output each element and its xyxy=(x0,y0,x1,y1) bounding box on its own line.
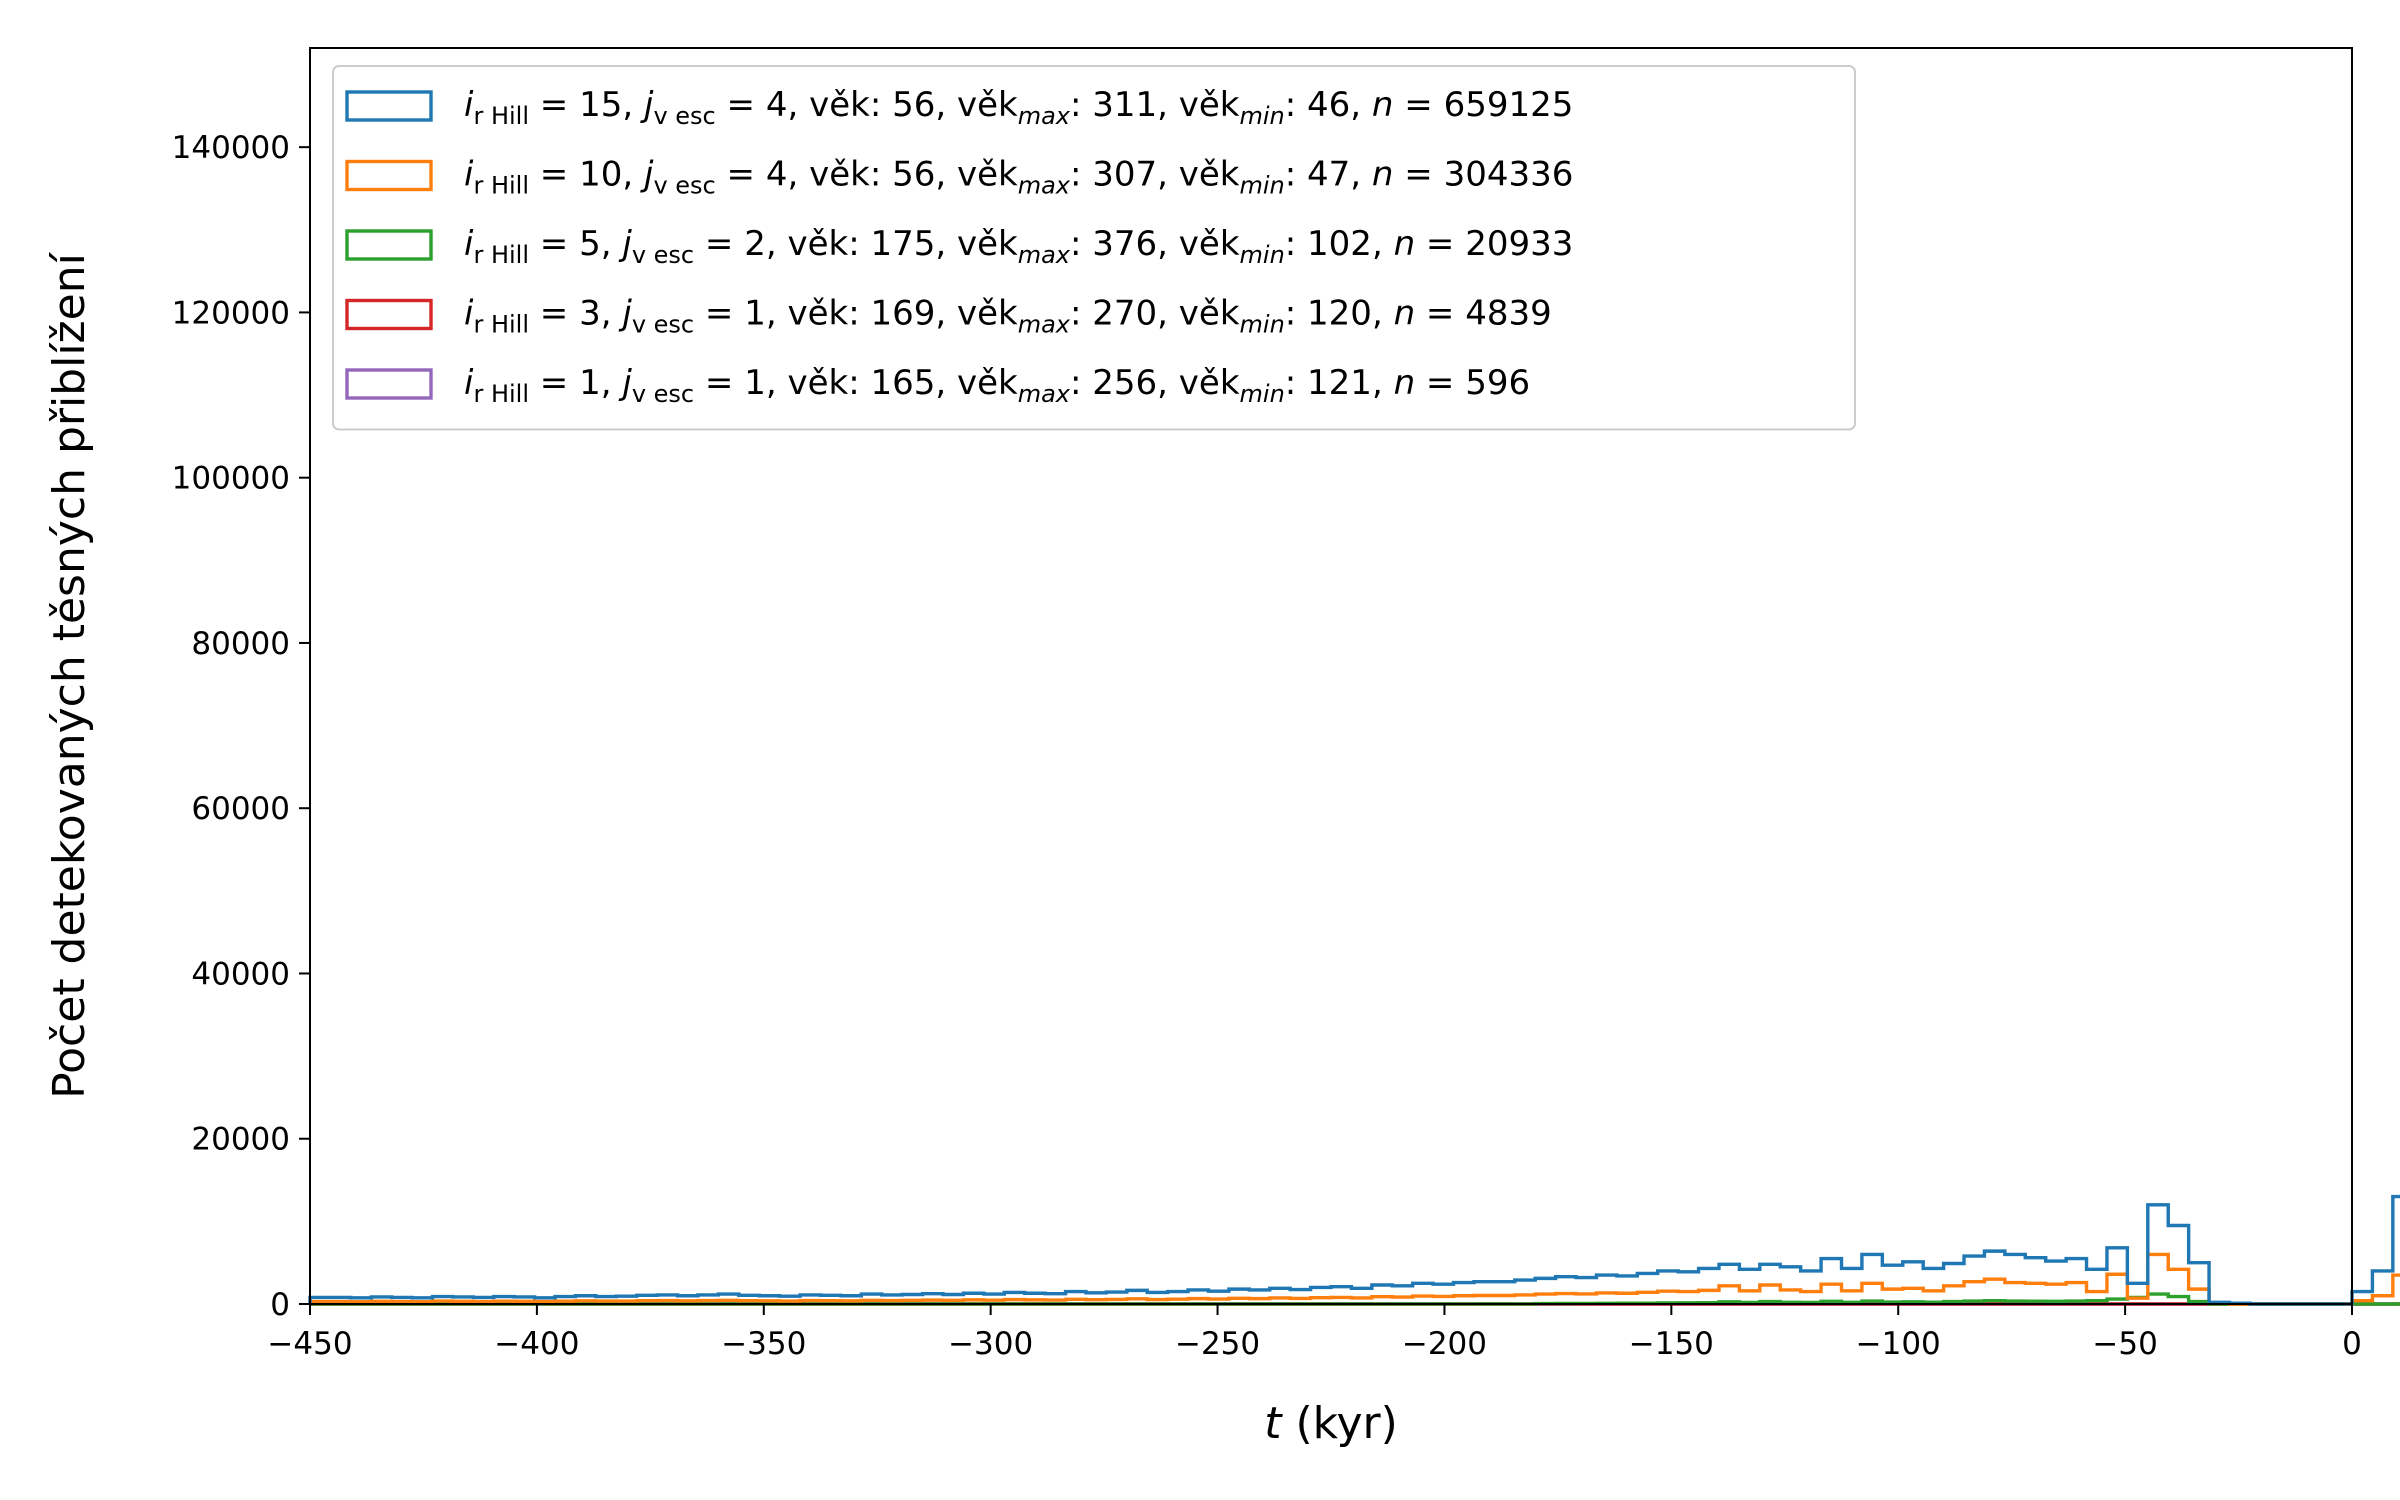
y-axis-title: Počet detekovaných těsných přiblížení xyxy=(44,251,95,1098)
legend-frame xyxy=(332,65,1856,431)
legend-entry-label: ir Hill = 10, jv esc = 4, věk: 56, věkma… xyxy=(464,155,1573,200)
plot-frame xyxy=(309,47,2353,1305)
legend-swatch xyxy=(345,368,433,400)
x-axis-unit: (kyr) xyxy=(1281,1398,1397,1449)
x-axis-ticks: −450 −400 −350 −300 −250 −200 −150 −100 −50 0 xyxy=(267,1304,2362,1362)
legend-entry-label: ir Hill = 3, jv esc = 1, věk: 169, věkma… xyxy=(464,294,1552,339)
x-tick-label: −400 xyxy=(494,1326,579,1362)
y-tick-label: 40000 xyxy=(191,956,290,992)
x-tick-label: −50 xyxy=(2092,1326,2157,1362)
legend-entry-label: ir Hill = 5, jv esc = 2, věk: 175, věkma… xyxy=(464,224,1573,269)
histogram-series-1 xyxy=(308,1194,2400,1306)
y-tick-label: 20000 xyxy=(191,1122,290,1158)
legend-swatch xyxy=(345,229,433,261)
legend-swatch xyxy=(345,159,433,192)
legend-entry-label: ir Hill = 1, jv esc = 1, věk: 165, věkma… xyxy=(464,363,1530,408)
y-tick-label: 120000 xyxy=(172,295,290,331)
x-tick-label: −300 xyxy=(948,1326,1033,1362)
legend-swatch xyxy=(345,90,433,122)
x-tick-label: −250 xyxy=(1175,1326,1260,1362)
y-tick-label: 60000 xyxy=(191,791,290,827)
y-tick-label: 140000 xyxy=(172,130,290,166)
y-tick-label: 80000 xyxy=(191,626,290,662)
x-tick-label: −350 xyxy=(721,1326,806,1362)
x-tick-label: −200 xyxy=(1402,1326,1487,1362)
y-tick-label: 100000 xyxy=(172,461,290,497)
legend-entry-label: ir Hill = 15, jv esc = 4, věk: 56, věkma… xyxy=(464,85,1573,130)
x-axis-variable: t xyxy=(1264,1398,1283,1449)
legend-swatch xyxy=(345,298,433,331)
x-tick-label: −450 xyxy=(267,1326,352,1362)
histogram-series-2 xyxy=(308,1252,2400,1306)
x-tick-label: −100 xyxy=(1856,1326,1941,1362)
x-axis-title: t (kyr) xyxy=(1264,1398,1398,1449)
x-tick-label: −150 xyxy=(1629,1326,1714,1362)
x-tick-label: 0 xyxy=(2342,1326,2362,1362)
legend: ir Hill = 15, jv esc = 4, věk: 56, věkma… xyxy=(332,65,1856,431)
y-axis-ticks: 0 20000 40000 60000 80000 100000 120000 140000 xyxy=(172,130,310,1323)
y-tick-label: 0 xyxy=(270,1287,290,1323)
